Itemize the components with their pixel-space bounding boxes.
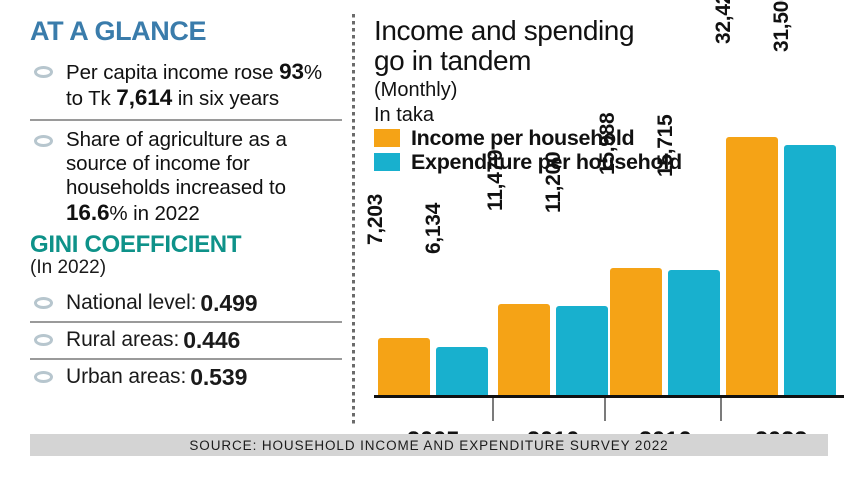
bullet-ring-icon <box>34 371 53 384</box>
axis-tick <box>720 398 722 421</box>
bar-income-2010 <box>498 304 550 395</box>
bar-expenditure-2010 <box>556 306 608 395</box>
list-item: Per capita income rose 93% to Tk 7,614 i… <box>30 56 342 119</box>
axis-tick <box>604 398 606 421</box>
source-text: SOURCE: HOUSEHOLD INCOME AND EXPENDITURE… <box>189 437 669 453</box>
gini-coefficient-heading: GINI COEFFICIENT <box>30 230 242 258</box>
x-axis-line <box>374 395 844 398</box>
list-item: Urban areas: 0.539 <box>30 357 342 395</box>
right-panel: Income and spending go in tandem (Monthl… <box>364 0 844 454</box>
chart-title: Income and spending go in tandem <box>374 15 844 77</box>
bullet-ring-icon <box>34 134 53 147</box>
legend-swatch-expenditure <box>374 153 400 172</box>
bar-income-2005 <box>378 338 430 395</box>
glance-text-bold-2: 7,614 <box>116 85 173 111</box>
chart-unit-label: In taka <box>374 103 435 126</box>
list-item: Share of agriculture as a source of inco… <box>30 118 342 233</box>
gini-year-subtitle: (In 2022) <box>30 256 107 278</box>
bar-expenditure-2022 <box>784 145 836 395</box>
glance-text-mid: % to Tk <box>66 61 323 111</box>
chart-legend: Income per household Expenditure per hou… <box>374 127 844 174</box>
glance-item-text: Per capita income rose 93% to Tk 7,614 i… <box>66 59 342 112</box>
legend-label-expenditure: Expenditure per household <box>411 149 682 174</box>
legend-item-income: Income per household <box>374 127 844 150</box>
left-panel: AT A GLANCE Per capita income rose 93% t… <box>30 18 342 418</box>
source-bar: SOURCE: HOUSEHOLD INCOME AND EXPENDITURE… <box>30 434 828 456</box>
list-item: Rural areas: 0.446 <box>30 320 342 358</box>
legend-swatch-income <box>374 129 400 148</box>
chart-title-line-2: go in tandem <box>374 45 532 77</box>
gini-list: National level: 0.499 Rural areas: 0.446… <box>30 286 342 395</box>
glance-text-bold-1: 16.6 <box>66 199 110 225</box>
bar-expenditure-2016 <box>668 270 720 395</box>
bar-income-2022 <box>726 137 778 395</box>
glance-text-bold-1: 93 <box>279 59 304 84</box>
gini-row-label: Urban areas: <box>66 365 187 389</box>
axis-tick <box>492 398 494 421</box>
glance-text-mid: % in 2022 <box>109 201 200 225</box>
list-item: National level: 0.499 <box>30 286 342 321</box>
bar-income-2016 <box>610 268 662 395</box>
vertical-dotted-divider <box>352 14 355 424</box>
gini-row-label: Rural areas: <box>66 328 180 352</box>
bar-expenditure-2005 <box>436 347 488 395</box>
legend-label-income: Income per household <box>411 125 635 150</box>
bar-chart-plot: 7,203 6,134 11,479 11,200 15,988 15,715 … <box>364 0 844 454</box>
bullet-ring-icon <box>34 334 53 347</box>
gini-row-label: National level: <box>66 291 197 315</box>
glance-item-text: Share of agriculture as a source of inco… <box>66 128 342 226</box>
chart-subtitle: (Monthly) <box>374 79 458 102</box>
glance-text-pre: Share of agriculture as a source of inco… <box>66 127 287 199</box>
gini-row-value: 0.539 <box>190 363 248 390</box>
legend-item-expenditure: Expenditure per household <box>374 149 844 174</box>
bar-value-expenditure-2005: 6,134 <box>422 202 445 254</box>
gini-row-value: 0.499 <box>200 289 258 316</box>
glance-text-post: in six years <box>172 87 280 111</box>
at-a-glance-heading: AT A GLANCE <box>30 16 207 46</box>
at-a-glance-list: Per capita income rose 93% to Tk 7,614 i… <box>30 56 342 233</box>
bullet-ring-icon <box>34 297 53 310</box>
gini-row-value: 0.446 <box>183 326 241 353</box>
chart-title-line-1: Income and spending <box>374 15 635 46</box>
bullet-ring-icon <box>34 66 53 78</box>
bar-value-income-2005: 7,203 <box>364 193 387 245</box>
glance-text-pre: Per capita income rose <box>66 61 280 84</box>
